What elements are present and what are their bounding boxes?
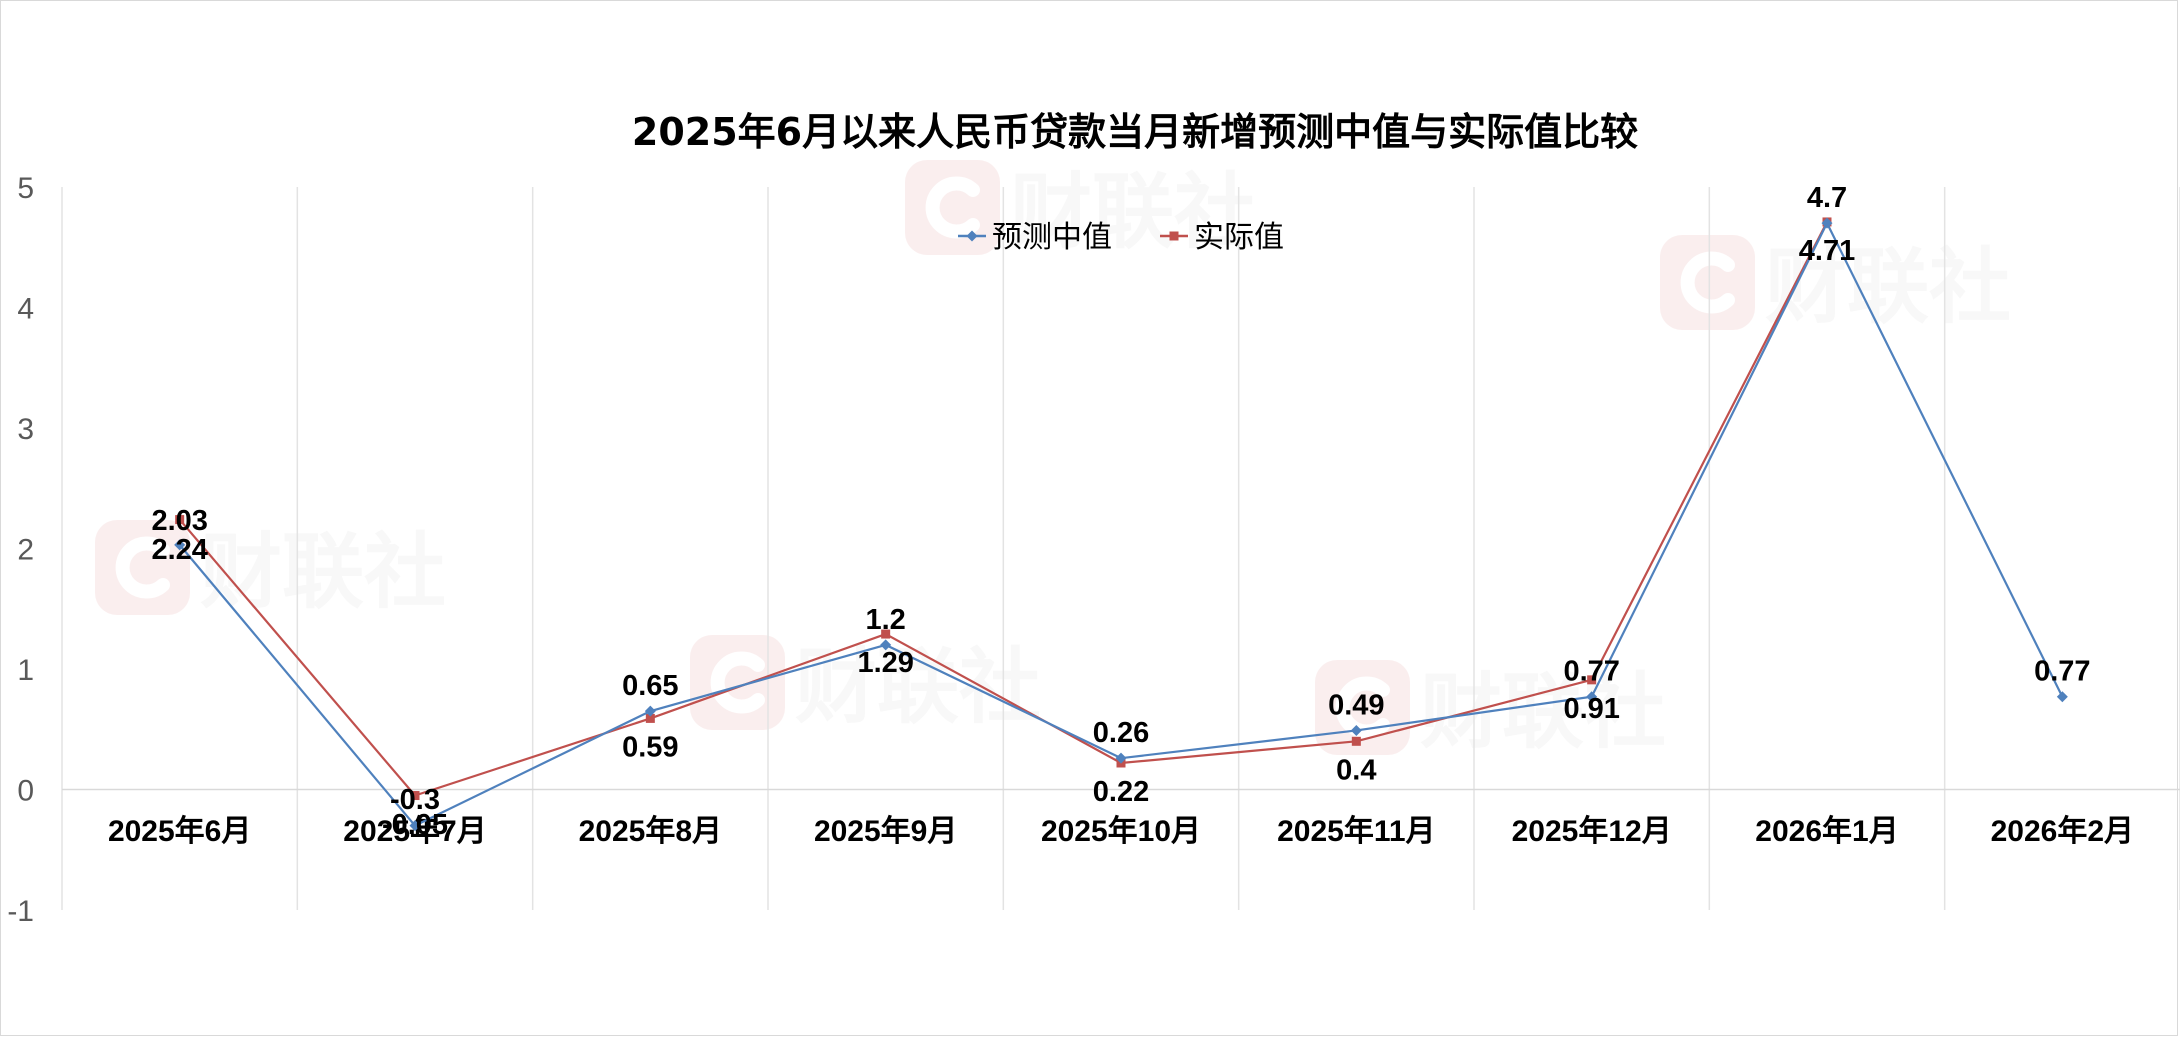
data-point [645, 713, 655, 723]
y-tick-label: 5 [17, 172, 34, 205]
data-point [880, 639, 892, 651]
y-axis: 5 4 3 2 1 0 -1 [7, 172, 2180, 928]
data-point [175, 515, 185, 525]
x-tick-label: 2025年8月 [579, 815, 722, 848]
data-point [1350, 724, 1362, 736]
data-label: 0.77 [2034, 656, 2090, 688]
data-label: 0.26 [1093, 717, 1149, 749]
data-label: 2.24 [151, 534, 207, 566]
data-label: 0.22 [1093, 776, 1149, 808]
x-tick-label: 2026年2月 [1991, 815, 2134, 848]
legend: 预测中值 实际值 [958, 221, 1284, 254]
x-axis: 2025年6月 2025年7月 2025年8月 2025年9月 2025年10月 2025… [108, 815, 2134, 848]
y-tick-label: 0 [17, 775, 34, 808]
y-tick-label: 2 [17, 534, 34, 567]
x-tick-label: 2025年6月 [108, 815, 251, 848]
data-point [881, 629, 891, 639]
legend-item-0: 预测中值 [958, 221, 1112, 254]
x-tick-label: 2025年9月 [814, 815, 957, 848]
svg-text:财联社: 财联社 [795, 640, 1041, 735]
legend-label: 实际值 [1194, 221, 1284, 254]
data-point [1586, 691, 1598, 703]
data-label: 0.91 [1563, 693, 1619, 725]
legend-item-1: 实际值 [1160, 221, 1284, 254]
data-labels: 2.03 -0.3 0.65 1.2 0.26 0.49 0.77 4.7 0.77 2.24 -0… [151, 182, 2090, 841]
legend-label: 预测中值 [992, 221, 1112, 254]
data-label: 0.65 [622, 670, 678, 702]
data-label: -0.3 [390, 784, 440, 816]
y-tick-label: 1 [17, 654, 34, 687]
series-line-1 [178, 221, 1828, 797]
data-point [174, 539, 186, 551]
y-tick-label: 4 [17, 293, 34, 326]
data-label: 4.7 [1807, 182, 1847, 214]
x-tick-label: 2025年11月 [1277, 815, 1435, 848]
x-tick-label: 2026年1月 [1755, 815, 1898, 848]
data-point [410, 791, 420, 801]
y-tick-label: -1 [7, 895, 34, 928]
data-label: -0.05 [382, 809, 448, 841]
data-point [1115, 752, 1127, 764]
watermark: 财联社 [905, 160, 1256, 260]
svg-text:财联社: 财联社 [1010, 165, 1256, 260]
data-label: 1.2 [866, 604, 906, 636]
svg-text:财联社: 财联社 [1420, 665, 1666, 760]
data-label: 0.59 [622, 731, 678, 763]
data-label: 2.03 [151, 505, 207, 537]
data-label: 0.77 [1563, 656, 1619, 688]
data-point [409, 820, 421, 832]
watermark: 财联社 [1660, 235, 2011, 335]
data-point [1351, 736, 1361, 746]
data-point [1821, 217, 1833, 229]
data-label: 1.29 [857, 647, 913, 679]
y-tick-label: 3 [17, 413, 34, 446]
watermark: 财联社 [95, 520, 446, 620]
watermark: 财联社 [1315, 660, 1666, 760]
svg-text:财联社: 财联社 [1765, 240, 2011, 335]
data-label: 4.71 [1799, 235, 1855, 267]
watermark: 财联社 [690, 635, 1041, 735]
x-tick-label: 2025年12月 [1512, 815, 1672, 848]
data-point [644, 705, 656, 717]
chart-title: 2025年6月以来人民币贷款当月新增预测中值与实际值比较 [632, 110, 1638, 154]
data-point [1587, 675, 1597, 685]
data-point [2056, 691, 2068, 703]
svg-text:财联社: 财联社 [200, 525, 446, 620]
data-label: 0.4 [1336, 754, 1376, 786]
x-tick-label: 2025年10月 [1041, 815, 1201, 848]
series [174, 217, 2068, 832]
data-label: 0.49 [1328, 689, 1384, 721]
